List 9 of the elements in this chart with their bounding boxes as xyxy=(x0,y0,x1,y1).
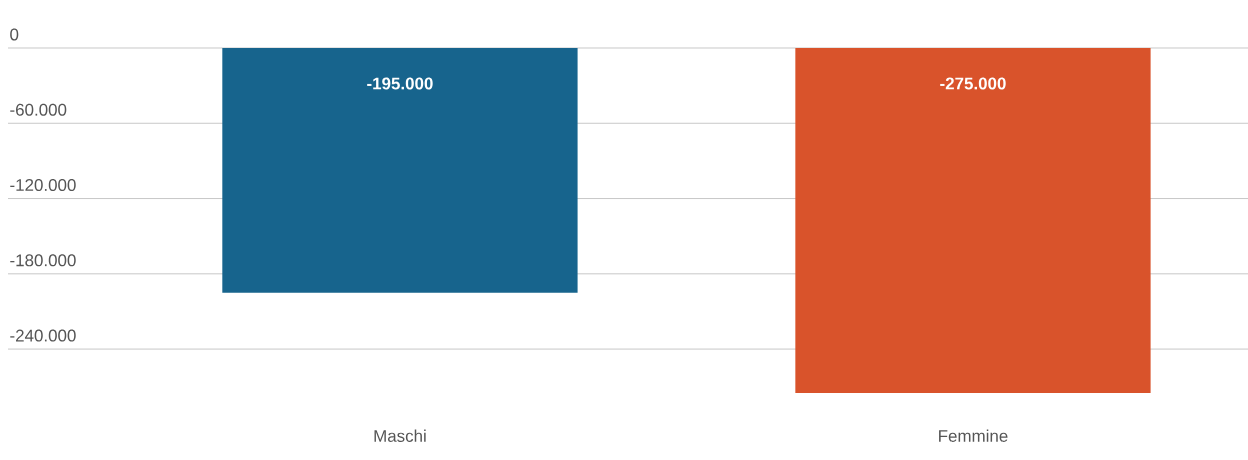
data-label: -195.000 xyxy=(367,77,433,90)
data-label: -275.000 xyxy=(940,77,1006,90)
x-tick-label: Maschi xyxy=(374,429,426,442)
y-tick-label: 0 xyxy=(10,28,19,41)
y-tick-label: -180.000 xyxy=(10,254,76,267)
y-tick-label: -60.000 xyxy=(10,103,67,116)
x-tick-label: Femmine xyxy=(939,429,1008,442)
y-tick-label: -240.000 xyxy=(10,329,76,342)
y-tick-label: -120.000 xyxy=(10,179,76,192)
